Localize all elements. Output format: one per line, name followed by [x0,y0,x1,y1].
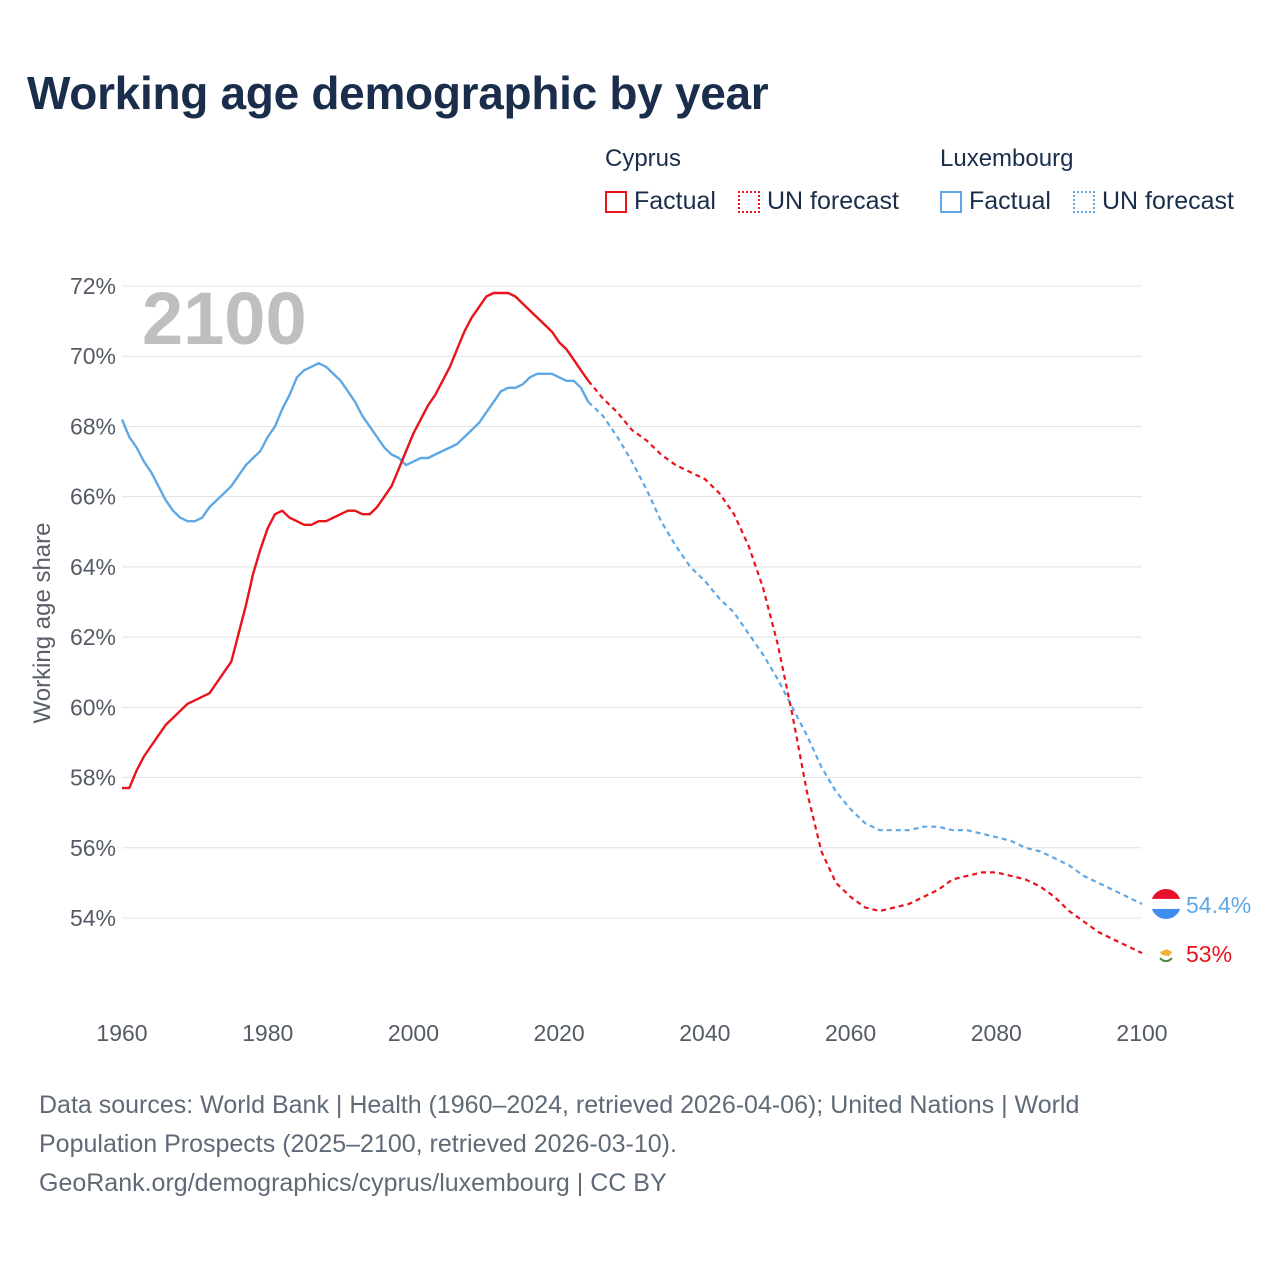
x-tick-label: 2000 [388,1020,439,1046]
legend-group-luxembourg: Luxembourg [940,145,1074,172]
current-year-label: 2100 [142,277,307,360]
series-line-luxembourg-forecast [587,401,1143,905]
end-markers: 53% 54.4% [1151,888,1251,971]
y-axis-label: Working age share [29,523,56,724]
x-tick-label: 2100 [1116,1020,1167,1046]
y-tick-label: 60% [70,694,116,720]
y-tick-label: 66% [70,484,116,510]
x-tick-label: 1960 [96,1020,147,1046]
legend-label-cyprus-forecast: UN forecast [767,187,899,215]
x-tick-label: 2080 [971,1020,1022,1046]
y-tick-label: 64% [70,554,116,580]
series-line-luxembourg-factual [120,362,590,523]
x-tick-label: 2020 [534,1020,585,1046]
footer-line-2: Population Prospects (2025–2100, retriev… [39,1130,677,1158]
legend-item-luxembourg-factual[interactable]: Factual [940,187,1051,216]
y-tick-label: 62% [70,624,116,650]
legend-label-luxembourg-factual: Factual [969,187,1051,215]
gridlines [122,285,1142,919]
legend-swatch-cyprus-forecast [738,190,760,213]
series-line-cyprus-factual [122,291,590,790]
x-tick-label: 2060 [825,1020,876,1046]
series-lines [120,291,1143,955]
legend-item-cyprus-factual[interactable]: Factual [605,187,716,216]
footer-sources: Data sources: World Bank | Health (1960–… [39,1086,1239,1203]
x-tick-label: 1980 [242,1020,293,1046]
series-line-cyprus-forecast [587,380,1143,955]
legend-label-luxembourg-forecast: UN forecast [1102,187,1234,215]
legend-swatch-luxembourg-factual [940,190,962,213]
page-title: Working age demographic by year [27,67,769,119]
y-tick-label: 58% [70,765,116,791]
legend-swatch-cyprus-factual [605,190,627,213]
x-tick-label: 2040 [679,1020,730,1046]
luxembourg-flag-icon [1151,888,1181,919]
y-tick-label: 54% [70,905,116,931]
y-tick-label: 56% [70,835,116,861]
legend-label-cyprus-factual: Factual [634,187,716,215]
y-tick-label: 72% [70,273,116,299]
footer-line-3: GeoRank.org/demographics/cyprus/luxembou… [39,1169,667,1197]
y-tick-label: 70% [70,343,116,369]
legend-item-luxembourg-forecast[interactable]: UN forecast [1073,187,1234,216]
legend-item-cyprus-forecast[interactable]: UN forecast [738,187,899,216]
line-chart: 54% 56% 58% 60% 62% 64% 66% 68% 70% 72% 1960 1980 2… [29,273,1251,1046]
x-axis-ticks: 1960 1980 2000 2020 2040 2060 2080 2100 [96,1020,1167,1046]
y-tick-label: 68% [70,413,116,439]
legend-group-cyprus: Cyprus [605,145,682,172]
y-axis-ticks: 54% 56% 58% 60% 62% 64% 66% 68% 70% 72% [70,273,116,931]
end-label-luxembourg: 54.4% [1186,892,1251,918]
legend-swatch-luxembourg-forecast [1073,190,1095,213]
end-label-cyprus: 53% [1186,941,1232,967]
cyprus-flag-icon [1151,940,1181,971]
footer-line-1: Data sources: World Bank | Health (1960–… [39,1091,1080,1119]
